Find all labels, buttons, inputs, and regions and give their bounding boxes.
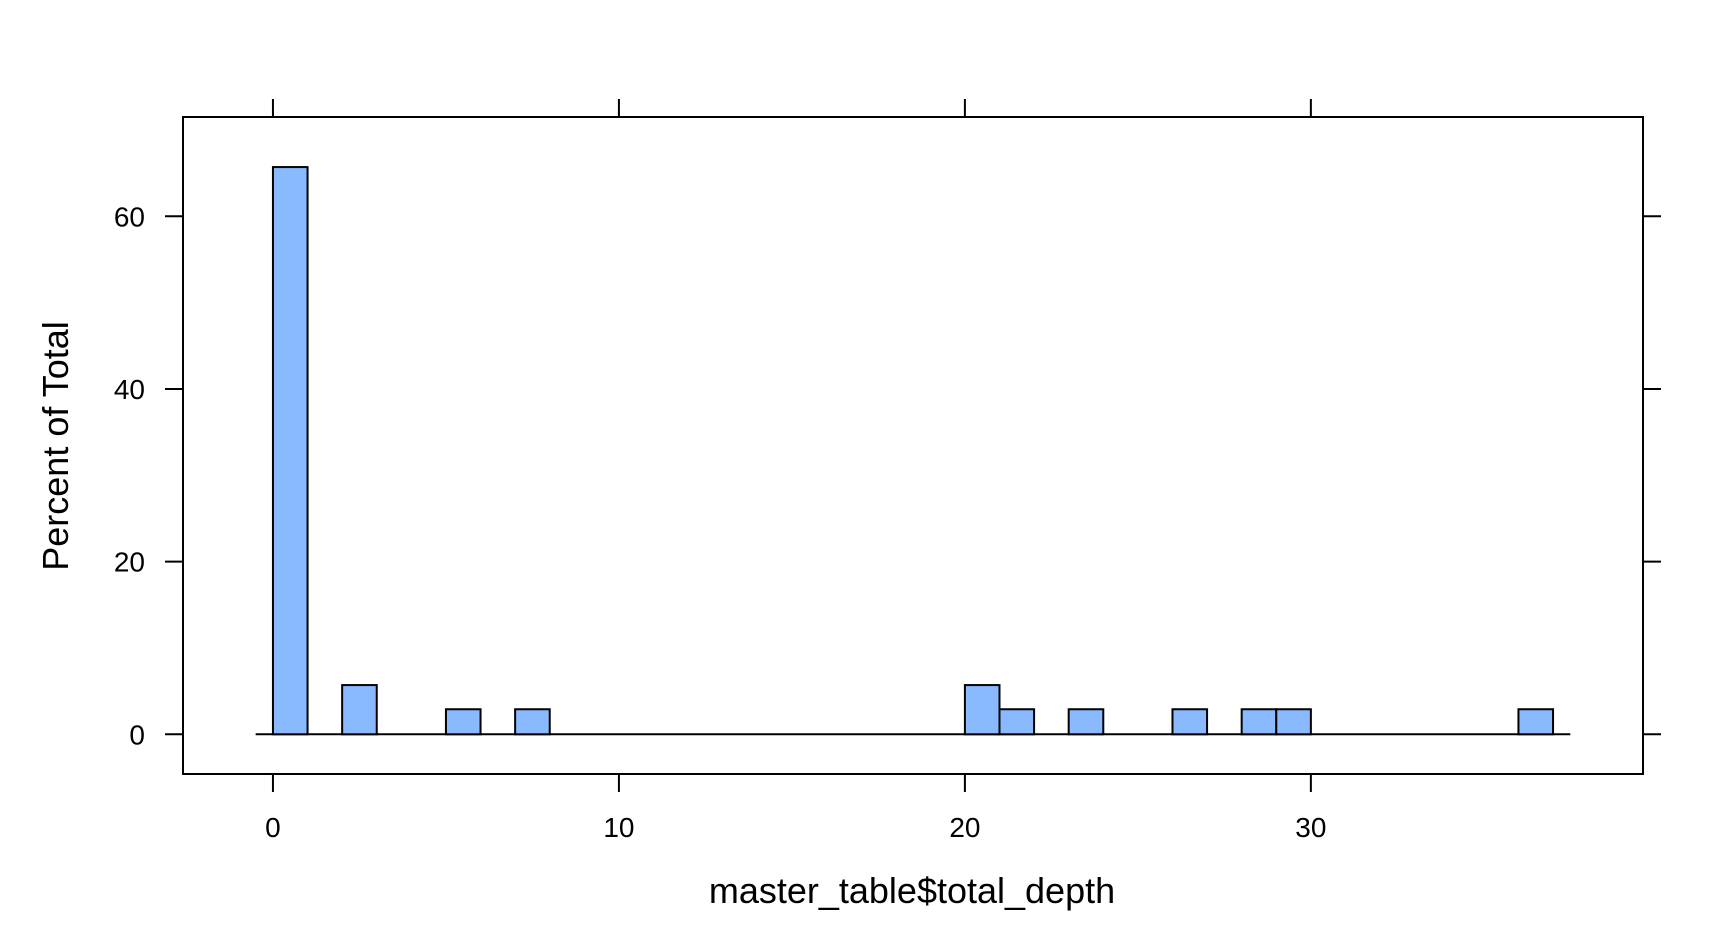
bars-layer <box>271 166 1555 736</box>
panel-frame <box>182 116 1644 775</box>
y-tick-label: 0 <box>129 719 145 750</box>
histogram-bar <box>998 708 1036 736</box>
histogram-bar <box>444 708 482 736</box>
x-tick-label: 30 <box>1295 812 1326 843</box>
histogram-bar <box>1171 708 1209 736</box>
histogram-bar <box>514 708 551 736</box>
y-tick-label: 40 <box>114 374 145 405</box>
histogram-bar <box>1067 708 1105 736</box>
histogram-bar <box>271 166 309 736</box>
tick-labels-layer: 0 10 20 30 0 20 40 60 <box>114 201 1327 843</box>
y-tick-label: 20 <box>114 547 145 578</box>
x-tick-label: 20 <box>949 812 980 843</box>
histogram-bar <box>1240 708 1278 736</box>
histogram-bar <box>341 684 378 736</box>
ticks-layer <box>165 99 1661 792</box>
x-axis-title: master_table$total_depth <box>709 870 1115 911</box>
y-axis-title: Percent of Total <box>35 321 76 571</box>
histogram-bar <box>1275 708 1312 736</box>
x-tick-label: 0 <box>265 812 281 843</box>
histogram-bar <box>963 684 1001 736</box>
histogram-bar <box>1517 708 1555 736</box>
y-tick-label: 60 <box>114 201 145 232</box>
x-tick-label: 10 <box>603 812 634 843</box>
